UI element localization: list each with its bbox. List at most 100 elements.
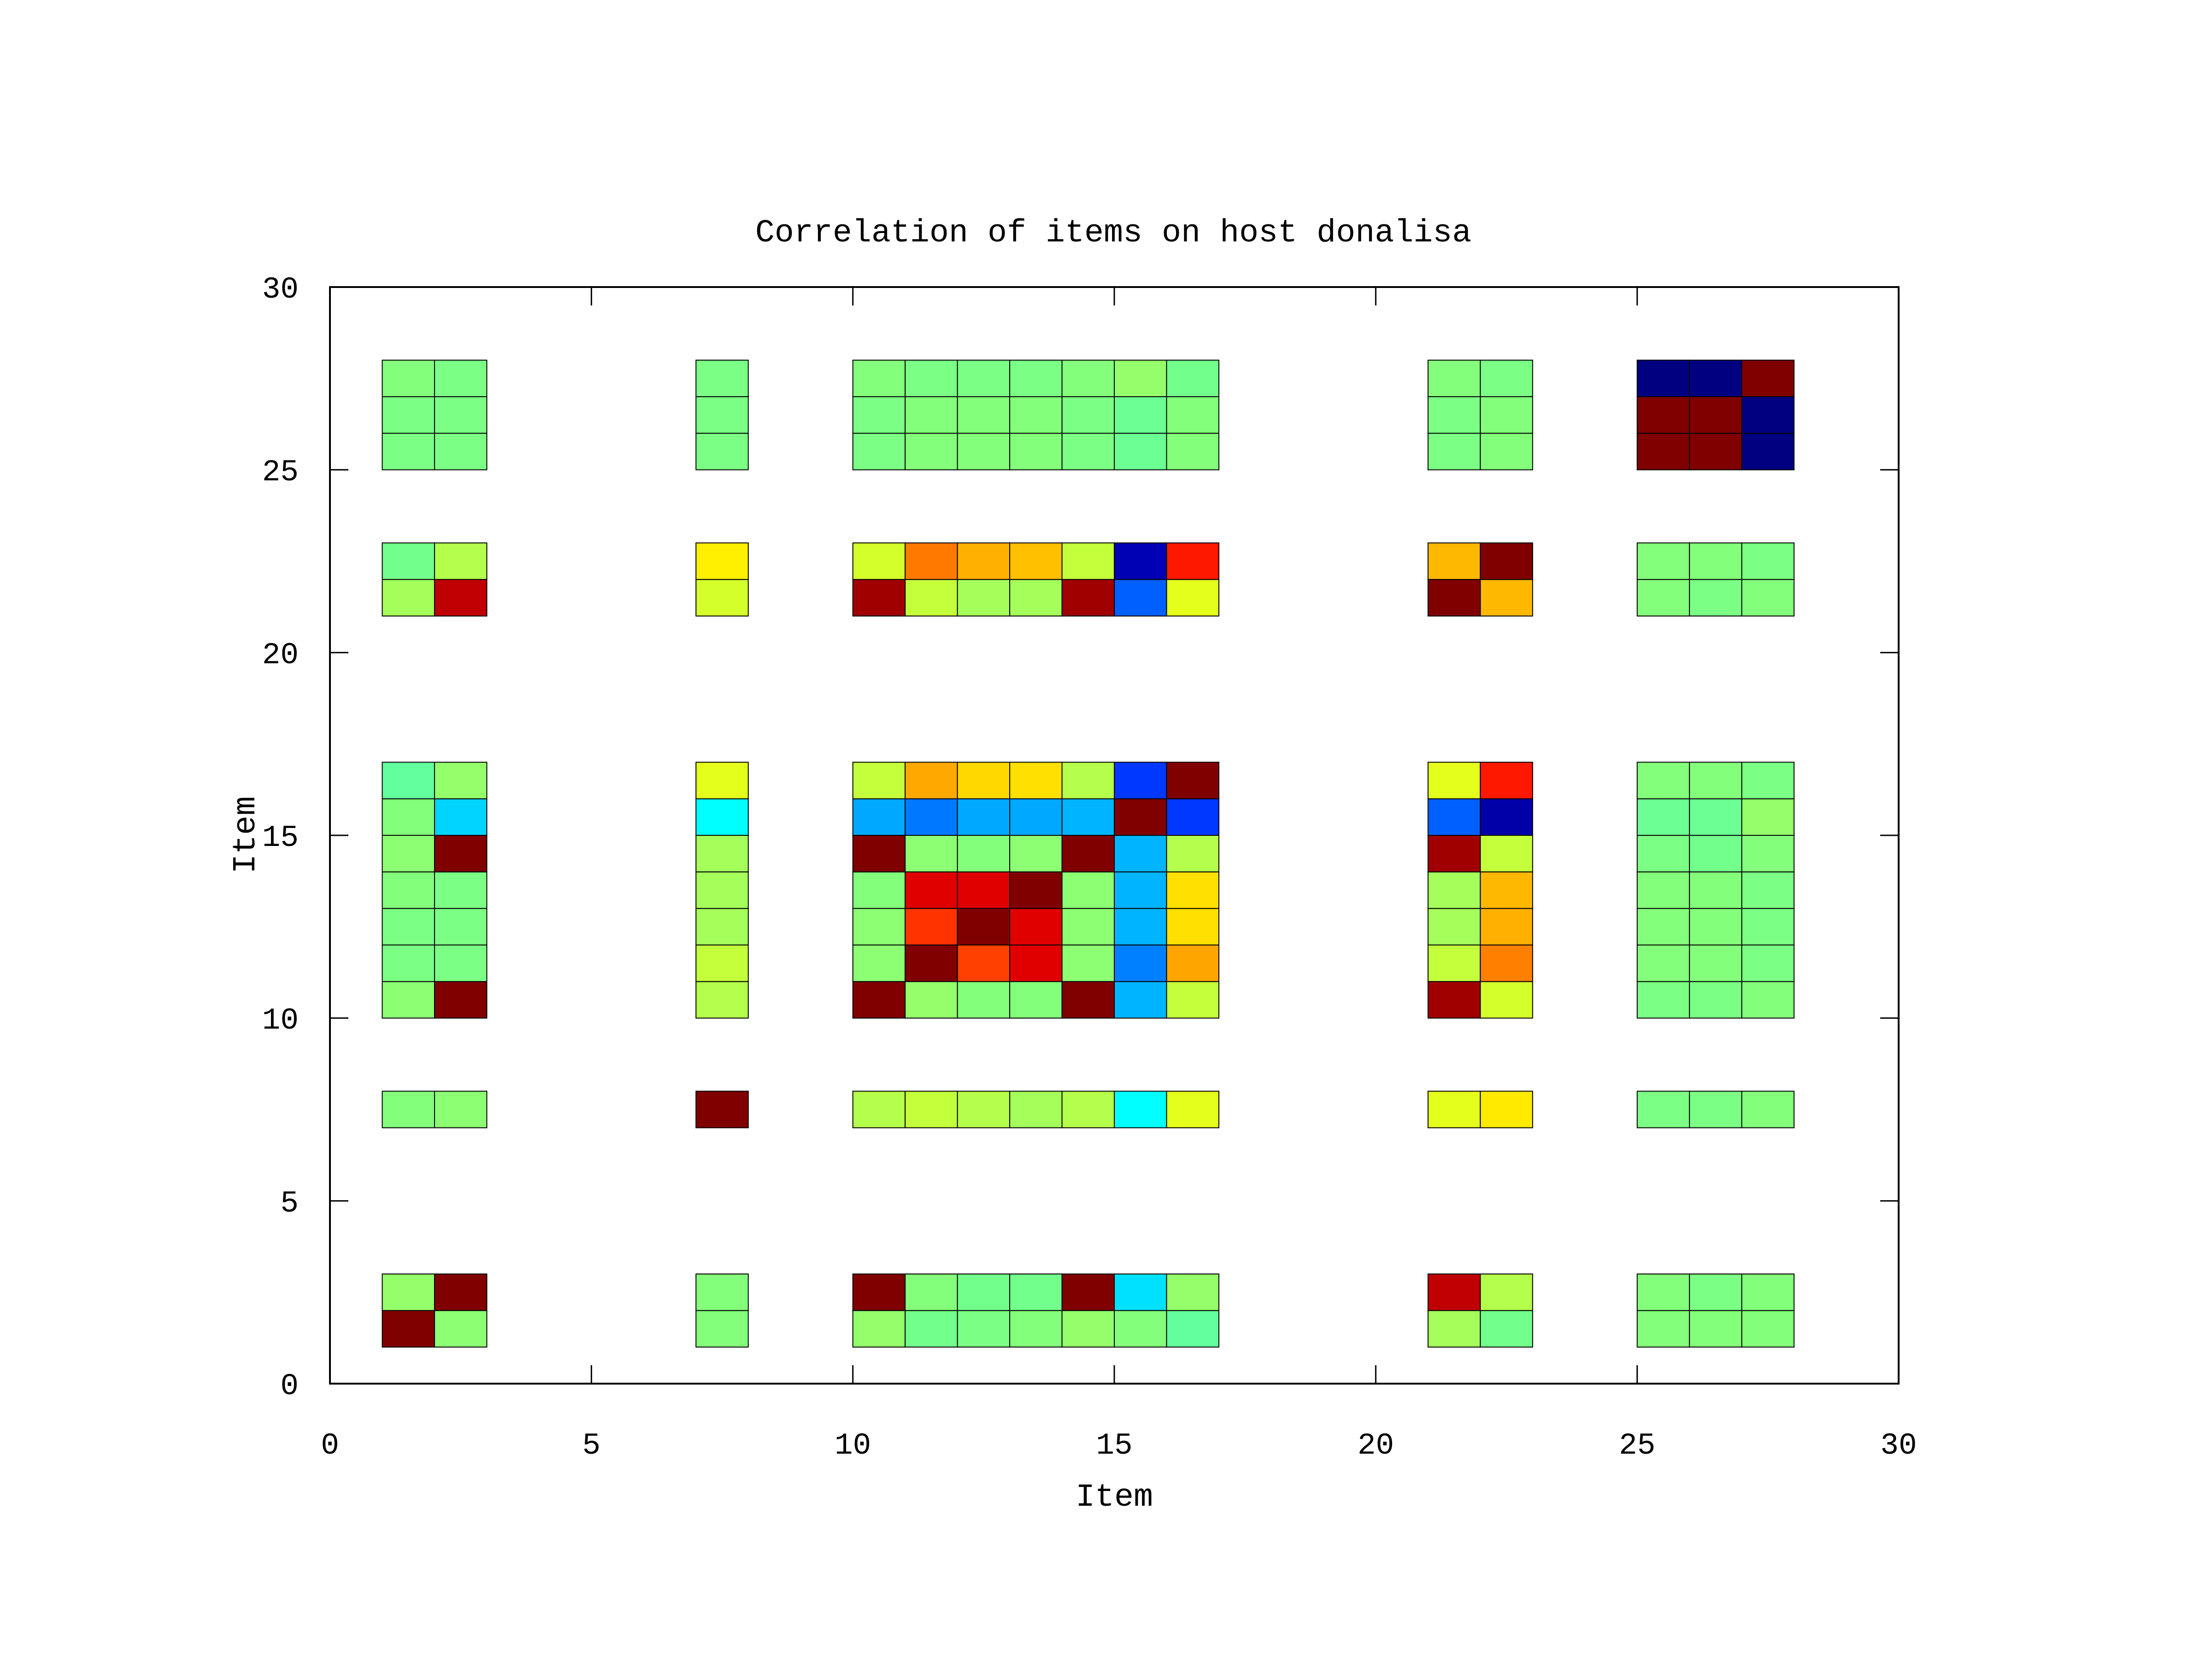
x-tick-label: 10 — [835, 1428, 871, 1463]
heatmap-cell — [434, 908, 488, 946]
heatmap-cell — [1166, 579, 1219, 617]
heatmap-cell — [905, 396, 958, 434]
heatmap-cell — [905, 579, 958, 617]
heatmap-cell — [382, 908, 435, 946]
heatmap-cell — [1689, 981, 1742, 1019]
heatmap-cell — [1166, 1274, 1219, 1311]
heatmap-cell — [1636, 1091, 1690, 1128]
heatmap-cell — [695, 871, 749, 909]
heatmap-cell — [1166, 1091, 1219, 1128]
heatmap-cell — [1427, 579, 1481, 617]
heatmap-cell — [852, 981, 906, 1019]
heatmap-cell — [957, 359, 1011, 397]
heatmap-cell — [1061, 1091, 1115, 1128]
heatmap-cell — [382, 1310, 435, 1348]
heatmap-cell — [1689, 945, 1742, 982]
heatmap-cell — [1741, 396, 1795, 434]
heatmap-cell — [1741, 542, 1795, 580]
heatmap-cell — [1636, 1274, 1690, 1311]
heatmap-cell — [1114, 798, 1167, 836]
x-axis-title: Item — [1076, 1479, 1153, 1516]
heatmap-cell — [1166, 359, 1219, 397]
heatmap-cell — [1480, 396, 1533, 434]
heatmap-cell — [1114, 908, 1167, 946]
heatmap-cell — [695, 579, 749, 617]
heatmap-cell — [1480, 542, 1533, 580]
heatmap-cell — [1480, 433, 1533, 470]
y-tick-label: 15 — [262, 821, 299, 855]
heatmap-cell — [1009, 542, 1063, 580]
heatmap-cell — [1427, 433, 1481, 470]
heatmap-cell — [852, 945, 906, 982]
heatmap-cell — [905, 798, 958, 836]
heatmap-cell — [434, 1310, 488, 1348]
heatmap-cell — [852, 762, 906, 799]
heatmap-cell — [957, 945, 1011, 982]
heatmap-cell — [1061, 798, 1115, 836]
heatmap-cell — [1480, 908, 1533, 946]
heatmap-cell — [1689, 359, 1742, 397]
axis-ticks — [329, 286, 1900, 1385]
heatmap-cell — [1114, 871, 1167, 909]
heatmap-cell — [1636, 871, 1690, 909]
heatmap-cell — [1061, 871, 1115, 909]
heatmap-cell — [1480, 835, 1533, 873]
heatmap-cell — [695, 798, 749, 836]
heatmap-cell — [695, 945, 749, 982]
heatmap-cell — [852, 908, 906, 946]
heatmap-cell — [1689, 871, 1742, 909]
heatmap-cell — [1061, 1274, 1115, 1311]
heatmap-cell — [1741, 871, 1795, 909]
heatmap-cell — [1114, 835, 1167, 873]
heatmap-cell — [1166, 396, 1219, 434]
heatmap-cell — [1166, 1310, 1219, 1348]
x-tick-label: 25 — [1619, 1428, 1655, 1463]
heatmap-cell — [957, 981, 1011, 1019]
heatmap-cell — [1009, 981, 1063, 1019]
heatmap-cell — [1166, 542, 1219, 580]
heatmap-cell — [434, 835, 488, 873]
heatmap-cell — [1166, 945, 1219, 982]
heatmap-cells — [382, 359, 1795, 1348]
x-tick-label: 15 — [1096, 1428, 1132, 1463]
heatmap-cell — [695, 981, 749, 1019]
heatmap-cell — [852, 433, 906, 470]
heatmap-cell — [434, 579, 488, 617]
heatmap-cell — [1480, 762, 1533, 799]
heatmap-cell — [852, 1091, 906, 1128]
heatmap-cell — [1480, 1310, 1533, 1348]
heatmap-cell — [434, 798, 488, 836]
heatmap-cell — [957, 908, 1011, 946]
heatmap-cell — [382, 871, 435, 909]
heatmap-cell — [1636, 579, 1690, 617]
heatmap-cell — [905, 1274, 958, 1311]
heatmap-cell — [1009, 579, 1063, 617]
heatmap-cell — [1009, 1274, 1063, 1311]
heatmap-cell — [957, 798, 1011, 836]
heatmap-cell — [1636, 835, 1690, 873]
heatmap-cell — [1689, 798, 1742, 836]
heatmap-cell — [382, 981, 435, 1019]
heatmap-cell — [695, 1310, 749, 1348]
heatmap-cell — [1741, 981, 1795, 1019]
heatmap-cell — [1636, 396, 1690, 434]
heatmap-cell — [1741, 835, 1795, 873]
heatmap-cell — [1741, 1091, 1795, 1128]
heatmap-cell — [382, 945, 435, 982]
heatmap-cell — [1427, 945, 1481, 982]
heatmap-cell — [1061, 835, 1115, 873]
heatmap-cell — [1689, 579, 1742, 617]
heatmap-cell — [852, 579, 906, 617]
heatmap-cell — [1689, 433, 1742, 470]
heatmap-cell — [852, 1274, 906, 1311]
heatmap-cell — [957, 1274, 1011, 1311]
heatmap-cell — [1427, 762, 1481, 799]
heatmap-cell — [382, 359, 435, 397]
heatmap-cell — [382, 1091, 435, 1128]
heatmap-cell — [695, 396, 749, 434]
x-tick-label: 5 — [582, 1428, 601, 1463]
heatmap-cell — [1427, 396, 1481, 434]
heatmap-cell — [1114, 579, 1167, 617]
heatmap-cell — [852, 798, 906, 836]
